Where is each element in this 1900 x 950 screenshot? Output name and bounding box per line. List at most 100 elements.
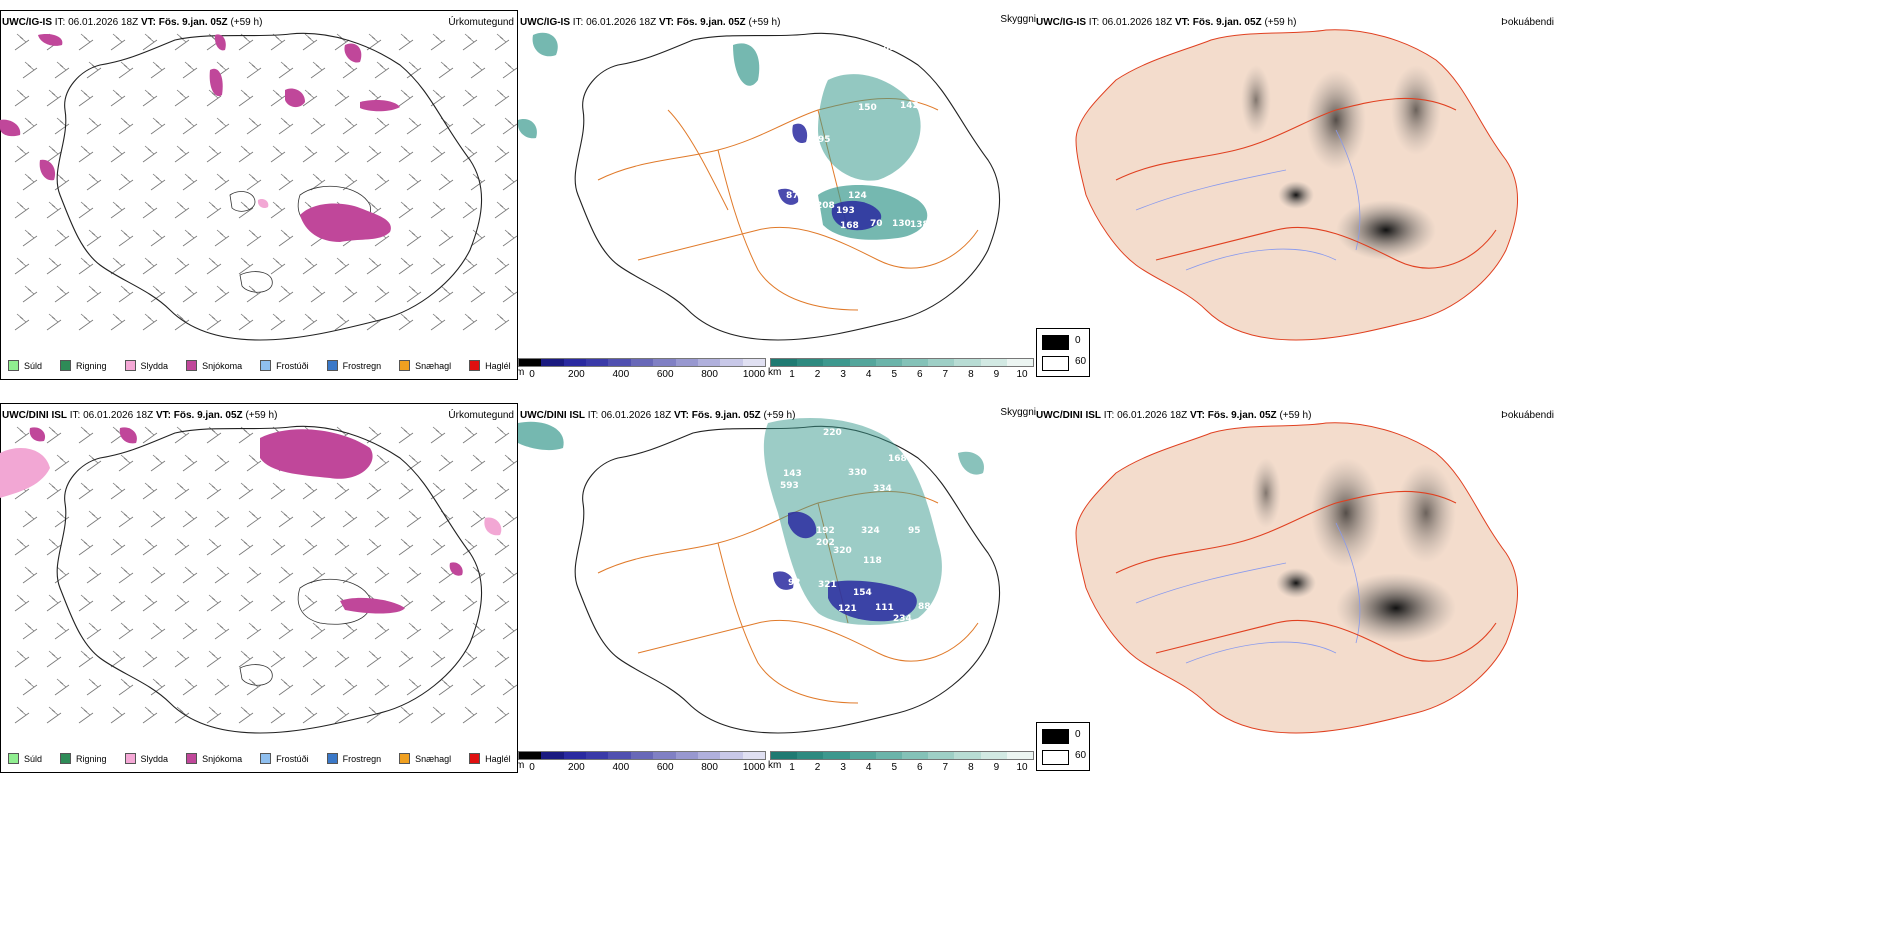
wind-barb (398, 313, 414, 331)
wind-barb (270, 650, 286, 668)
fog-area (1336, 200, 1436, 260)
wind-barb (438, 678, 454, 696)
wind-barb (430, 257, 446, 275)
cloud-base-label: 193 (836, 206, 855, 216)
colorbar-cell (586, 359, 609, 366)
colorbar-tick: 6 (916, 369, 923, 380)
wind-barb (78, 482, 94, 500)
wind-barb (270, 706, 286, 724)
wind-barb (182, 622, 198, 640)
colorbar-cell (849, 752, 876, 759)
wind-barb (214, 566, 230, 584)
wind-barb (278, 117, 294, 135)
cloud-base-label: 143 (783, 469, 802, 479)
colorbar-cell (875, 752, 903, 759)
snow-area (38, 34, 63, 46)
low-cloud-area (788, 511, 817, 539)
wind-barb (494, 145, 510, 163)
wind-barb (46, 89, 62, 107)
wind-barb (462, 594, 478, 612)
cloud-base-label: 324 (861, 526, 880, 536)
fog-indicator-panel-row1: UWC/IG-IS IT: 06.01.2026 18Z VT: Fös. 9.… (1036, 10, 1556, 350)
wind-barb (14, 706, 30, 724)
colorbar-cell (653, 359, 676, 366)
cloud-base-label: 92 (788, 578, 801, 588)
wind-barb (86, 510, 102, 528)
wind-barb (78, 650, 94, 668)
wind-barb (278, 229, 294, 247)
cloud-base-label: 208 (816, 201, 835, 211)
fog-title: Þokuábendi (1501, 410, 1554, 421)
wind-barb (334, 145, 350, 163)
wind-barb (406, 454, 422, 472)
wind-barb (406, 61, 422, 79)
fog-area (1241, 65, 1271, 135)
colorbar-cell (902, 752, 929, 759)
iceland-outline (56, 425, 483, 734)
wind-barb (470, 285, 486, 303)
wind-barb (310, 510, 326, 528)
precip-type-map (0, 32, 518, 341)
wind-barb (110, 650, 126, 668)
wind-barb (118, 510, 134, 528)
wind-barb (438, 61, 454, 79)
visibility-colorbar: 1 2 3 4 5 6 7 8 9 10 km (768, 751, 1034, 773)
wind-barb (342, 173, 358, 191)
wind-barb (14, 538, 30, 556)
it-label: IT: (1088, 17, 1100, 28)
wind-barb (118, 61, 134, 79)
vt-value: Fös. 9.jan. 05Z (676, 17, 746, 28)
panel-frame (0, 10, 518, 380)
wind-barb (462, 426, 478, 444)
it-value: 06.01.2026 18Z (586, 17, 657, 28)
wind-barb (86, 678, 102, 696)
wind-barb (398, 89, 414, 107)
wind-barb (398, 257, 414, 275)
wind-barb (374, 117, 390, 135)
wind-barb (366, 257, 382, 275)
wind-barb (214, 285, 230, 303)
wind-barb (110, 257, 126, 275)
snow-area (300, 203, 391, 242)
wind-barb (78, 89, 94, 107)
wind-barb (494, 257, 510, 275)
wind-barb (206, 145, 222, 163)
wind-barb (470, 510, 486, 528)
wind-barb (22, 566, 38, 584)
wind-barb (238, 594, 254, 612)
cloud-base-label: 83 (873, 271, 886, 281)
wind-barb (334, 89, 350, 107)
snow-area (0, 119, 21, 137)
wind-barb (462, 313, 478, 331)
legend-item: Rigning (60, 753, 107, 764)
glacier-outline (297, 578, 371, 625)
snow-area (214, 34, 226, 51)
cloud-base-label: 124 (848, 191, 867, 201)
colorbar-tick: 200 (568, 369, 585, 380)
colorbar-cell (980, 752, 1007, 759)
white-swatch (1042, 356, 1069, 371)
legend-item: Snjókoma (186, 360, 242, 371)
lead-time: (+59 h) (763, 410, 796, 421)
it-label: IT: (69, 410, 81, 421)
colorbar-cell (541, 359, 564, 366)
legend-label: Frostúði (276, 360, 309, 371)
wind-barb (46, 594, 62, 612)
wind-barb (110, 201, 126, 219)
it-value: 06.01.2026 18Z (68, 17, 139, 28)
wind-barb (246, 173, 262, 191)
wind-barb (110, 482, 126, 500)
wind-barb (214, 173, 230, 191)
fog-area (1396, 463, 1456, 563)
colorbar-cell (849, 359, 876, 366)
wind-barb (278, 566, 294, 584)
colorbar-cell (608, 752, 631, 759)
wind-barb (270, 201, 286, 219)
colorbar-cell (954, 752, 981, 759)
cloud-base-label: 130 (892, 219, 911, 229)
wind-barb (150, 117, 166, 135)
wind-barb (22, 61, 38, 79)
colorbar-unit: m (518, 367, 525, 378)
wind-barb (438, 566, 454, 584)
